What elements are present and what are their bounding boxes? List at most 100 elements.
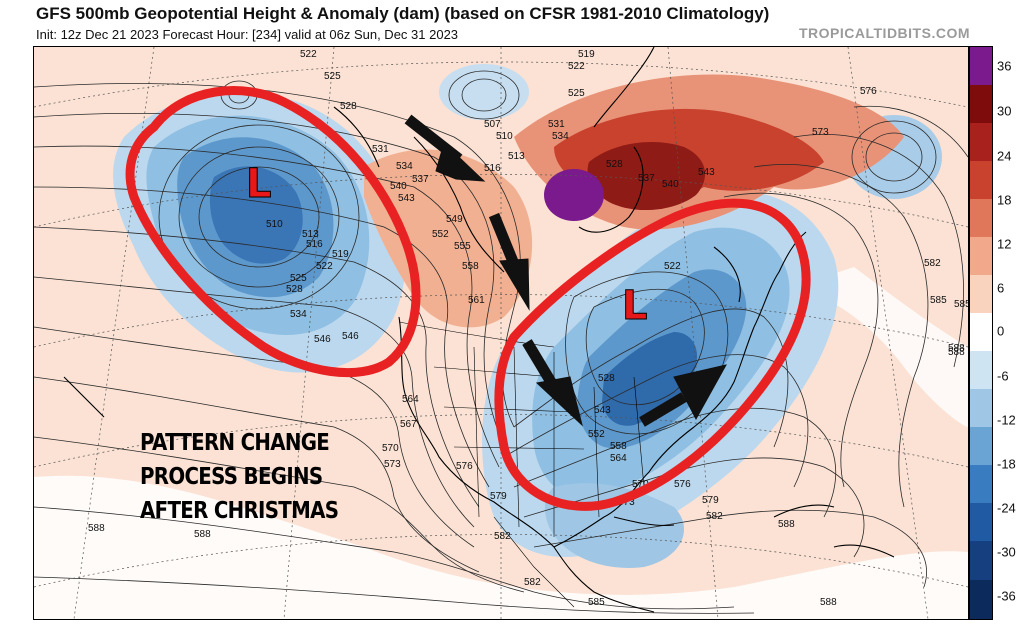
contour-label: 552	[432, 229, 449, 240]
contour-label: 576	[456, 461, 473, 472]
contour-label: 528	[606, 159, 623, 170]
ridge-inner	[587, 142, 706, 211]
contour-label: 519	[578, 49, 595, 60]
contour-label: 588	[88, 523, 105, 534]
contour-label: 549	[446, 214, 463, 225]
contour-label: 510	[496, 131, 513, 142]
contour-labels: 522 525 528 531 534 537 540 543 549 552 …	[88, 49, 968, 608]
anomaly-colorbar	[969, 46, 993, 620]
contour-label: 534	[552, 131, 569, 142]
contour-label: 516	[306, 239, 323, 250]
colorbar-segment	[970, 427, 992, 465]
anomaly-map: 522 525 528 531 534 537 540 543 549 552 …	[34, 47, 968, 619]
contour-label: 588	[820, 597, 837, 608]
contour-label: 588	[948, 347, 965, 358]
contour-label: 540	[662, 179, 679, 190]
north-blue-patch	[439, 64, 529, 120]
contour-label: 537	[638, 173, 655, 184]
colorbar-segment	[970, 313, 992, 351]
height-contours	[34, 70, 968, 614]
map-title: GFS 500mb Geopotential Height & Anomaly …	[36, 4, 770, 23]
contour-label: 585	[588, 597, 605, 608]
contour-label: 507	[484, 119, 501, 130]
contour-label: 531	[372, 144, 389, 155]
contour-label: 537	[412, 174, 429, 185]
colorbar-tick: 36	[997, 58, 1012, 74]
contour-label: 570	[632, 479, 649, 490]
map-panel: 522 525 528 531 534 537 540 543 549 552 …	[33, 46, 969, 620]
colorbar-tick: 24	[997, 148, 1012, 164]
colorbar-tick: -12	[997, 412, 1016, 428]
contour-label: 582	[524, 577, 541, 588]
contour-label: 543	[398, 193, 415, 204]
colorbar-tick: 0	[997, 323, 1005, 339]
contour-label: 588	[778, 519, 795, 530]
colorbar-tick: -6	[997, 368, 1009, 384]
graticule	[34, 47, 968, 619]
west-low-marker: L	[246, 161, 272, 207]
flow-arrows	[404, 114, 727, 427]
init-line: Init: 12z Dec 21 2023 Forecast Hour: [23…	[36, 27, 459, 42]
contour-label: 564	[610, 453, 627, 464]
contour-label: 555	[454, 241, 471, 252]
contour-label: 576	[860, 86, 877, 97]
contour-label: 534	[396, 161, 413, 172]
brand-watermark: TROPICALTIDBITS.COM	[798, 25, 970, 41]
contour-label: 543	[594, 405, 611, 416]
contour-label: 531	[548, 119, 565, 130]
contour-label: 528	[598, 373, 615, 384]
contour-label: 582	[924, 258, 941, 269]
contour-label: 570	[382, 443, 399, 454]
contour-label: 522	[316, 261, 333, 272]
arrow-central	[488, 212, 530, 311]
colorbar-tick: 12	[997, 236, 1012, 252]
contour-label: 510	[266, 219, 283, 230]
annotation-line: AFTER CHRISTMAS	[140, 498, 339, 524]
contour-label: 513	[508, 151, 525, 162]
contour-label: 564	[402, 394, 419, 405]
arrow-northwest	[404, 114, 486, 182]
colorbar-segment	[970, 541, 992, 580]
colorbar-segment	[970, 351, 992, 389]
neutral-band-east	[794, 267, 968, 427]
colorbar-tick: 18	[997, 192, 1012, 208]
colorbar-tick: -24	[997, 500, 1016, 516]
contour-label: 582	[706, 511, 723, 522]
annotation-line: PATTERN CHANGE	[140, 430, 330, 456]
colorbar-segment	[970, 503, 992, 541]
contour-label: 579	[490, 491, 507, 502]
colorbar-segment	[970, 123, 992, 161]
colorbar-tick: -36	[997, 588, 1016, 604]
contour-label: 561	[468, 295, 485, 306]
contour-label: 582	[494, 531, 511, 542]
contour-label: 567	[400, 419, 417, 430]
contour-label: 525	[568, 88, 585, 99]
contour-label: 576	[674, 479, 691, 490]
contour-label: 543	[698, 167, 715, 178]
contour-label: 516	[484, 163, 501, 174]
contour-label: 558	[610, 441, 627, 452]
arrow-southeast-exit	[639, 364, 727, 427]
colorbar-segment	[970, 465, 992, 503]
east-low-marker: L	[622, 283, 648, 329]
colorbar-segment	[970, 199, 992, 237]
contour-label: 528	[286, 284, 303, 295]
contour-label: 525	[290, 273, 307, 284]
contour-label: 522	[664, 261, 681, 272]
contour-label: 588	[194, 529, 211, 540]
contour-label: 573	[384, 459, 401, 470]
borders	[398, 321, 645, 608]
contour-label: 552	[588, 429, 605, 440]
colorbar-segment	[970, 47, 992, 85]
neutral-band-south	[34, 475, 968, 619]
arrow-midwest	[522, 339, 583, 427]
east-low-circle	[494, 198, 811, 511]
contour-label: 558	[462, 261, 479, 272]
colorbar-tick: -30	[997, 544, 1016, 560]
contour-label: 525	[324, 71, 341, 82]
contour-label: 579	[702, 495, 719, 506]
pattern-change-annotation: PATTERN CHANGE PROCESS BEGINS AFTER CHRI…	[140, 426, 339, 528]
west-trough-core	[209, 166, 303, 264]
contour-label: 546	[342, 331, 359, 342]
colorbar-tick: -18	[997, 456, 1016, 472]
